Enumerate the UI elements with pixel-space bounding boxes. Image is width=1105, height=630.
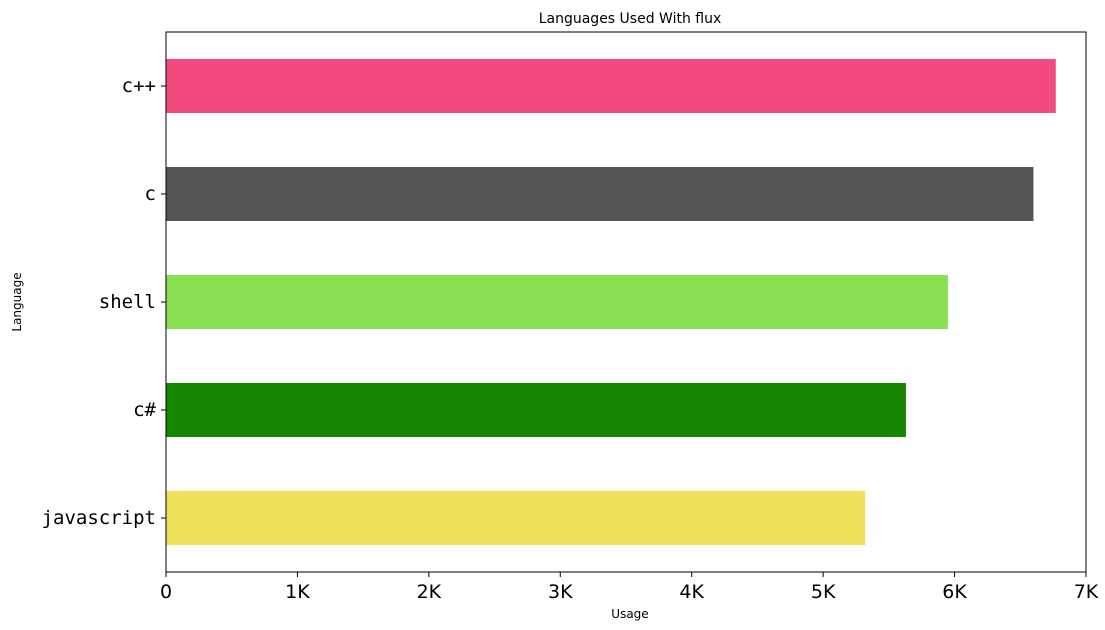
- chart-title: Languages Used With flux: [539, 11, 722, 27]
- x-axis-label: Usage: [611, 607, 648, 621]
- bar-shell: [166, 275, 948, 329]
- x-tick-label: 7K: [1074, 581, 1099, 603]
- bar-c#: [166, 383, 906, 437]
- y-tick-label: javascript: [42, 507, 156, 529]
- x-tick-label: 0: [160, 581, 172, 603]
- y-axis-label: Language: [10, 272, 24, 331]
- x-tick-label: 6K: [942, 581, 967, 603]
- bar-javascript: [166, 491, 866, 545]
- x-tick-label: 1K: [285, 581, 310, 603]
- y-tick-label: c: [145, 183, 156, 205]
- bar-c: [166, 167, 1034, 221]
- y-tick-label: shell: [99, 291, 156, 313]
- y-tick-label: c#: [133, 399, 156, 421]
- y-tick-label: c++: [122, 75, 156, 97]
- x-tick-label: 3K: [548, 581, 573, 603]
- y-axis-ticks: javascript c# shell c c++: [42, 75, 166, 529]
- x-tick-label: 5K: [811, 581, 836, 603]
- x-tick-label: 4K: [679, 581, 704, 603]
- bars-group: [166, 59, 1056, 545]
- x-axis-ticks: 0 1K 2K 3K 4K 5K 6K 7K: [160, 572, 1099, 603]
- bar-c++: [166, 59, 1056, 113]
- x-tick-label: 2K: [417, 581, 442, 603]
